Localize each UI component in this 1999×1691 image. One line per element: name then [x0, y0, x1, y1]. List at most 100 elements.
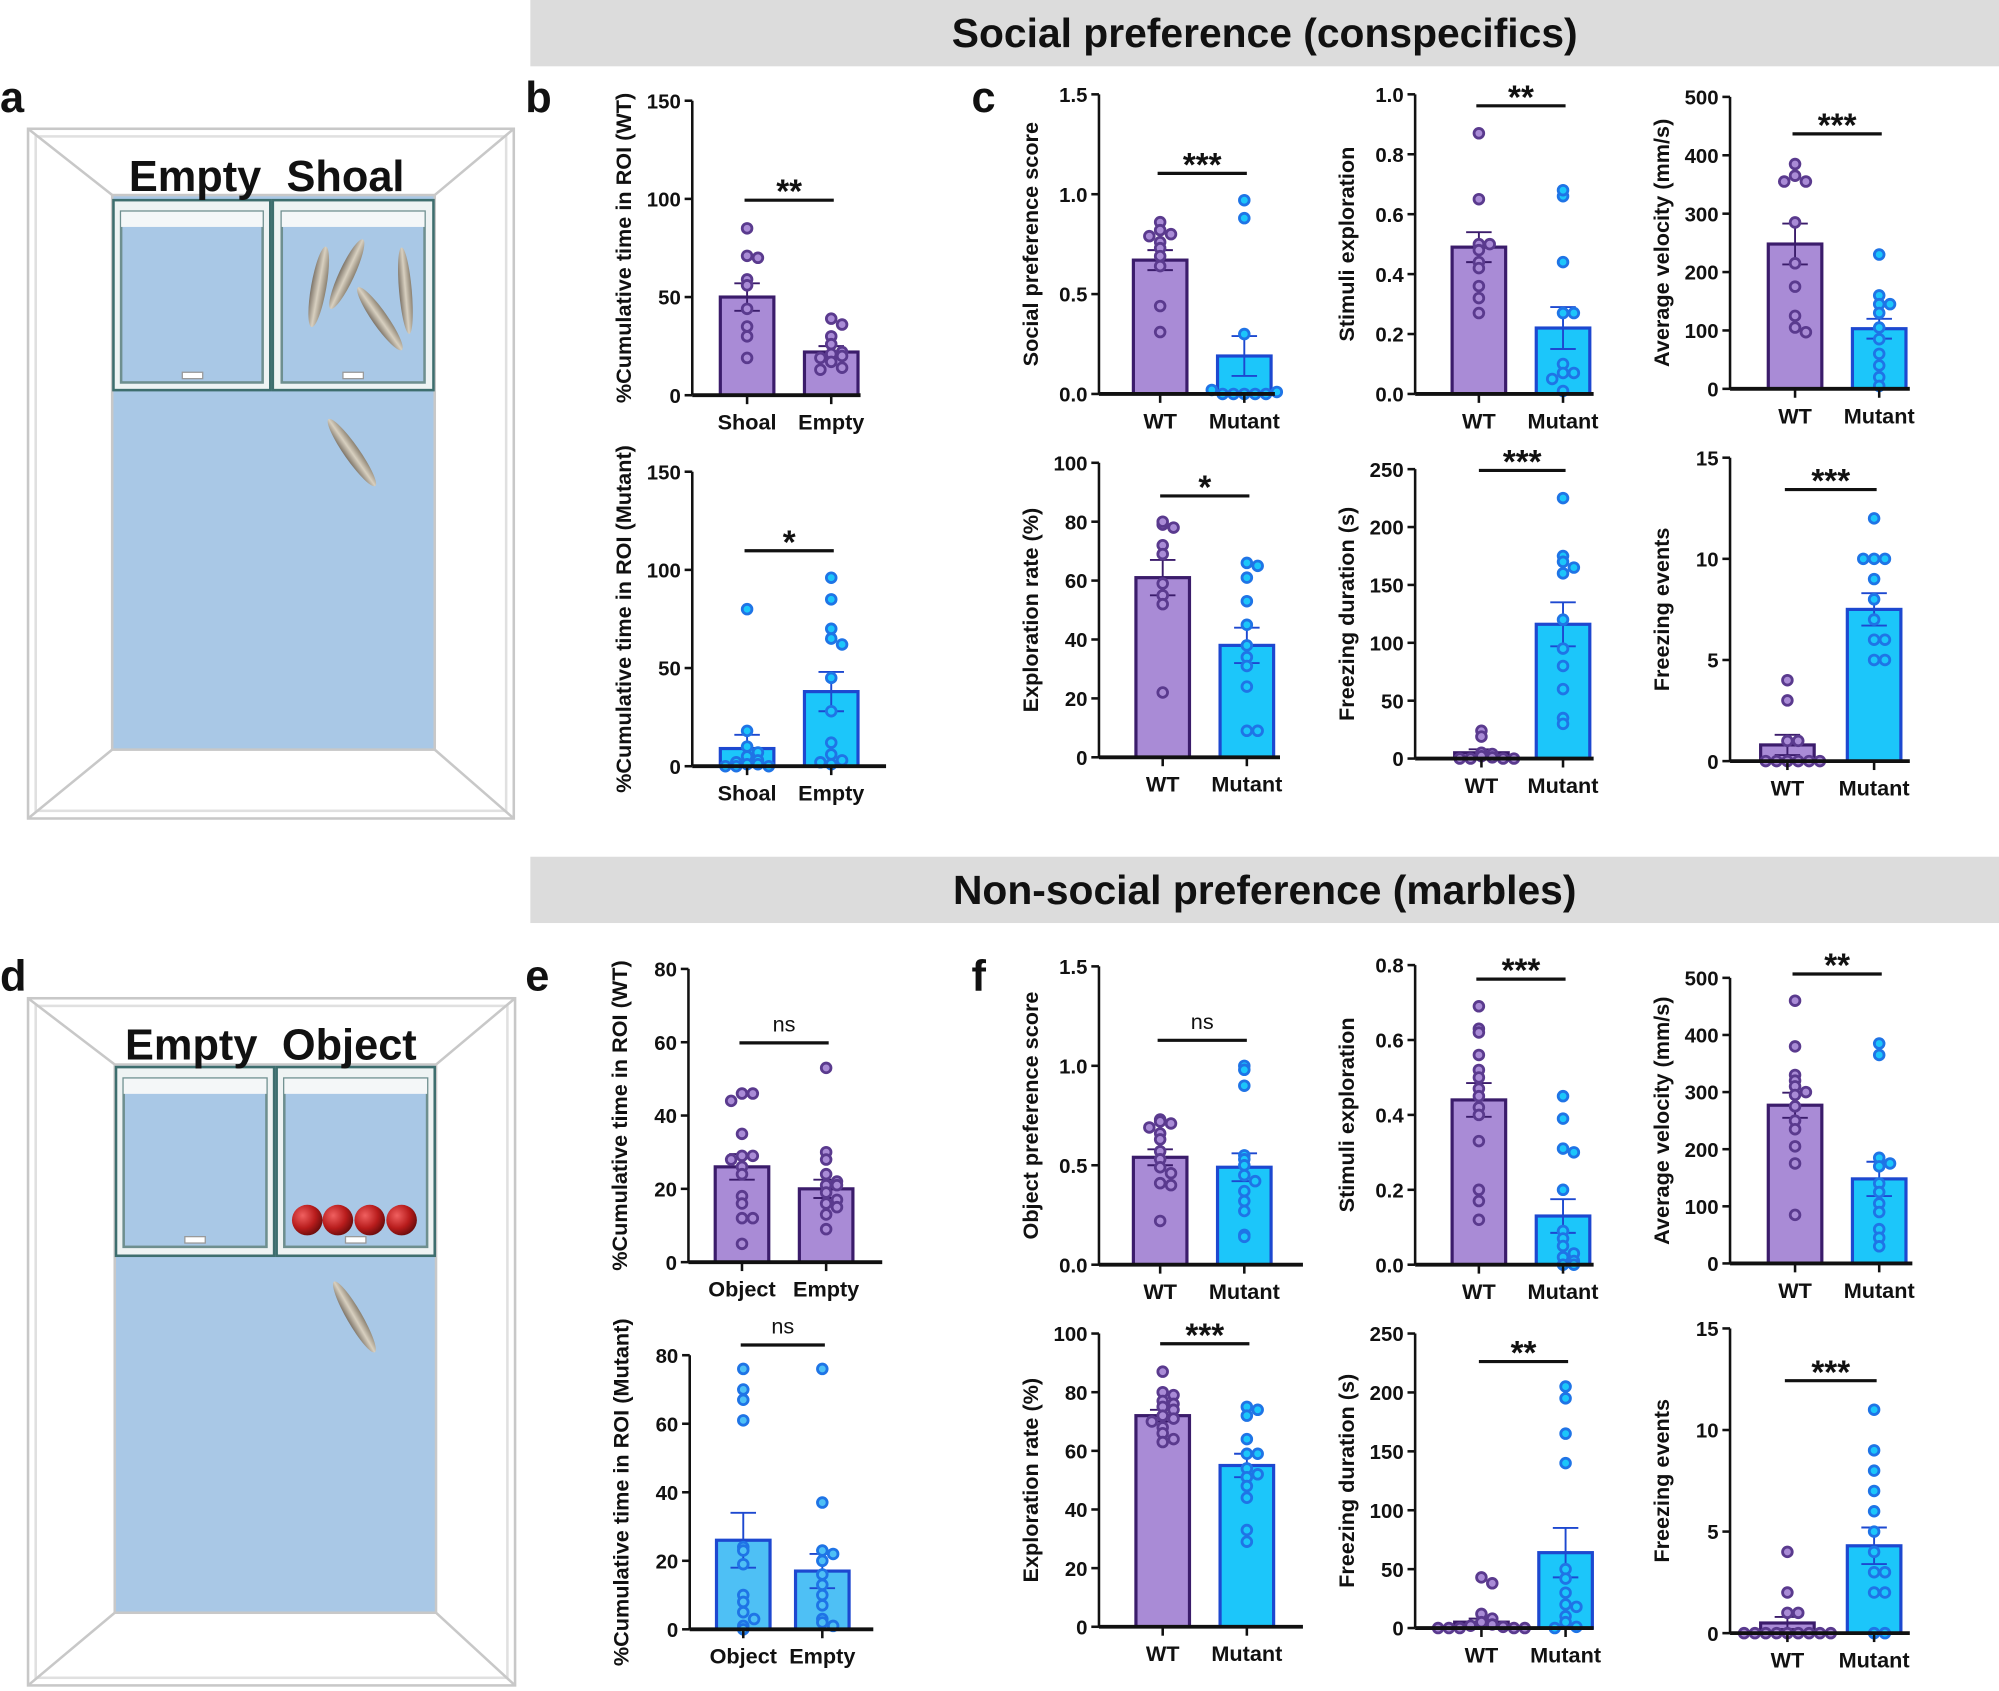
chart-c-2: 0.0 0.5 1.0 1.5 WT Mutant Social preference sc…: [1018, 85, 1284, 433]
y-tick-label: 40: [1065, 630, 1088, 652]
y-tick-label: 0: [1707, 379, 1718, 401]
y-tick-label: 0: [667, 1620, 678, 1642]
data-point: [724, 1153, 738, 1166]
data-point: [835, 754, 849, 767]
data-point: [1867, 1444, 1881, 1457]
data-point: [1145, 1415, 1159, 1428]
y-tick-label: 0.5: [1059, 1156, 1087, 1178]
data-point: [1153, 249, 1167, 263]
data-point: [1240, 556, 1254, 570]
data-point: [1472, 1071, 1486, 1084]
data-point: [1872, 347, 1886, 361]
data-point: [816, 1554, 829, 1568]
data-point: [1867, 633, 1881, 646]
data-point: [1867, 593, 1881, 606]
data-point: [1556, 1089, 1570, 1103]
data-point: [735, 1127, 749, 1141]
x-tick-label: WT: [1778, 403, 1812, 428]
data-point: [824, 355, 838, 369]
y-tick-label: 0: [1392, 1619, 1403, 1641]
chart-c-7: 0 5 10 15 WT Mutant Freezing events ***: [1649, 448, 1910, 801]
x-tick-label: Object: [710, 1644, 777, 1669]
data-point: [1567, 561, 1581, 574]
data-point: [1867, 512, 1881, 525]
x-tick-label: Mutant: [1528, 1279, 1599, 1304]
y-tick-label: 500: [1685, 88, 1719, 110]
data-point: [1867, 653, 1881, 667]
y-tick-label: 15: [1696, 1319, 1719, 1341]
y-axis-label: Freezing events: [1649, 1399, 1674, 1563]
data-point: [737, 1605, 750, 1619]
y-tick-label: 0: [669, 757, 680, 779]
x-tick-label: Mutant: [1528, 773, 1599, 798]
data-point: [826, 1547, 840, 1561]
x-tick-label: Shoal: [718, 781, 777, 806]
data-point: [835, 349, 849, 363]
y-tick-label: 0.0: [1375, 1255, 1403, 1277]
y-axis-label: Stimuli exploration: [1334, 147, 1359, 342]
y-tick-label: 0.2: [1375, 325, 1403, 347]
data-point: [1872, 1160, 1886, 1173]
data-point: [1251, 724, 1264, 738]
chart-f-12: 0 100 200 300 400 500 WT Mutant Average velocity…: [1649, 948, 1915, 1303]
y-tick-label: 80: [1065, 1383, 1088, 1405]
data-point: [740, 724, 754, 738]
data-point: [819, 1061, 833, 1075]
data-point: [1472, 1183, 1486, 1197]
x-tick-label: Empty: [793, 1277, 859, 1302]
data-point: [1559, 1427, 1572, 1440]
x-tick-label: Object: [708, 1277, 775, 1302]
data-point: [1240, 618, 1254, 632]
data-point: [816, 1599, 829, 1612]
data-point: [816, 1544, 829, 1557]
data-point: [1556, 1183, 1570, 1197]
tank-a-label-empty: Empty: [129, 153, 261, 201]
data-point: [735, 1237, 749, 1251]
data-point: [1799, 175, 1813, 188]
y-tick-label: 0.0: [1375, 385, 1403, 407]
data-point: [1251, 559, 1264, 573]
data-point: [1788, 1088, 1802, 1102]
significance-label: ***: [1811, 463, 1850, 500]
y-tick-label: 1.5: [1059, 957, 1087, 979]
data-point: [1781, 694, 1794, 707]
data-point: [819, 1153, 833, 1166]
y-tick-label: 100: [1370, 633, 1404, 655]
significance-label: ***: [1818, 107, 1857, 144]
data-point: [740, 320, 754, 333]
data-point: [1777, 175, 1791, 188]
data-point: [1143, 1121, 1156, 1134]
data-point: [1153, 1214, 1167, 1228]
x-tick-label: Mutant: [1209, 1279, 1280, 1304]
chart-b-0: 0 50 100 150 Shoal Empty %Cumulative time in R…: [611, 91, 864, 434]
data-point: [1164, 1117, 1178, 1130]
data-point: [1791, 1606, 1805, 1620]
data-point: [1472, 1213, 1486, 1227]
y-tick-label: 150: [1370, 576, 1404, 598]
data-point: [1472, 1000, 1486, 1013]
y-tick-label: 20: [654, 1179, 677, 1201]
x-tick-label: WT: [1143, 1279, 1177, 1304]
y-axis-label: Freezing duration (s): [1334, 1374, 1359, 1588]
y-tick-label: 0: [1392, 749, 1403, 771]
data-point: [824, 571, 838, 584]
data-point: [819, 1222, 833, 1236]
data-point: [816, 1578, 829, 1592]
data-point: [1788, 216, 1802, 229]
y-tick-label: 0.4: [1375, 1106, 1404, 1128]
data-point: [814, 363, 827, 376]
data-point: [1240, 1491, 1254, 1504]
significance-label: ns: [773, 1011, 796, 1036]
y-tick-label: 50: [1381, 1560, 1404, 1582]
data-point: [835, 361, 849, 374]
panel-letter-d: d: [0, 952, 27, 1001]
data-point: [1872, 306, 1886, 320]
data-point: [824, 704, 838, 718]
data-point: [1556, 183, 1570, 197]
significance-label: **: [1824, 948, 1850, 985]
data-point: [1240, 680, 1254, 693]
data-point: [1872, 248, 1886, 261]
bar-wt: [1131, 1155, 1189, 1267]
